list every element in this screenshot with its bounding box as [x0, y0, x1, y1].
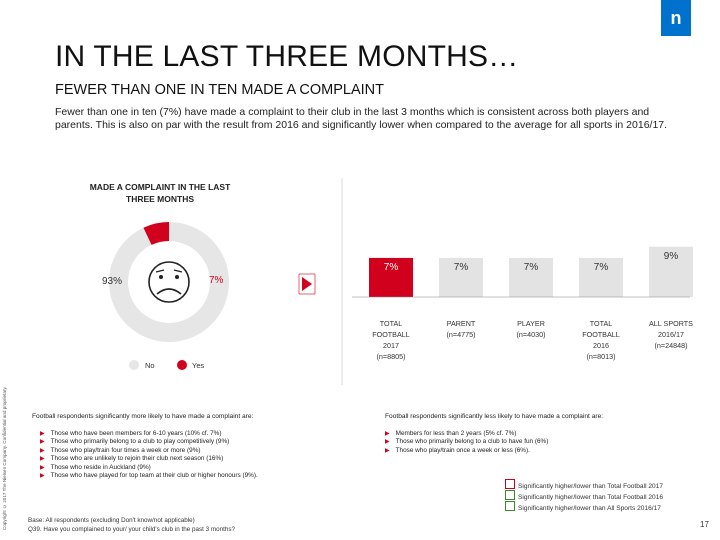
findings-right-item-text: Those who primarily belong to a club to … — [395, 438, 549, 446]
findings-right-heading: Football respondents significantly less … — [385, 413, 604, 420]
bar-value-label-4: 9% — [664, 251, 679, 262]
bar-chart: 7% TOTAL FOOTBALL 2017 (n=8805) 7% PARENT (n=47… — [369, 246, 693, 361]
donut-legend: No Yes — [129, 360, 204, 370]
sig-legend-item-1: Significantly higher/lower than Total Fo… — [505, 479, 663, 490]
donut-slice-yes — [143, 222, 169, 245]
findings-left-heading: Football respondents significantly more … — [32, 413, 254, 420]
donut-chart-title: MADE A COMPLAINT IN THE LAST THREE MONTH… — [89, 182, 231, 204]
bar-category-label-4-2: (n=24848) — [655, 341, 688, 350]
intro-text: Fewer than one in ten (7%) have made a c… — [55, 106, 668, 131]
base-note-line1: Base: All respondents (excluding Don't k… — [28, 517, 195, 524]
bar-category-label-0-3: (n=8805) — [377, 352, 406, 361]
base-note: Base: All respondents (excluding Don't k… — [28, 516, 235, 534]
bar-3 — [579, 257, 623, 297]
findings-left-item-text: Those who reside in Auckland (9%) — [50, 463, 151, 471]
bar-1 — [439, 257, 483, 297]
findings-left-item-text: Those who play/train four times a week o… — [50, 446, 201, 454]
bullet-arrow-icon: ▶ — [40, 431, 45, 437]
bullet-arrow-icon: ▶ — [385, 447, 390, 454]
findings-left-item: ▶ Those who have played for top team at t… — [40, 472, 258, 480]
bar-category-label-2-1: (n=4030) — [517, 330, 546, 339]
bar-value-label-2: 7% — [524, 262, 539, 273]
findings-left-item-text: Those who have been members for 6-10 yea… — [50, 430, 222, 437]
bar-value-label-3: 7% — [594, 262, 609, 273]
bar-value-label-1: 7% — [454, 262, 469, 273]
sig-box-green-icon — [505, 490, 515, 500]
donut-chart — [109, 222, 229, 343]
bullet-arrow-icon: ▶ — [40, 439, 45, 446]
sig-legend-label-2: Significantly higher/lower than Total Fo… — [518, 494, 664, 501]
bar-category-label-3-1: FOOTBALL — [582, 330, 620, 339]
findings-right-item-text: Those who play/train once a week or less… — [395, 446, 530, 454]
donut-slice-no — [109, 222, 229, 343]
legend-swatch-yes — [177, 360, 187, 370]
sad-face-icon — [148, 261, 190, 303]
base-note-line2: Q39. Have you complained to your/ your c… — [28, 526, 236, 533]
bar-category-label-3-0: TOTAL — [590, 319, 613, 328]
sig-legend-item-2: Significantly higher/lower than Total Fo… — [505, 490, 663, 501]
bullet-arrow-icon: ▶ — [40, 447, 45, 454]
findings-left-list: ▶ Those who have been members for 6-10 ye… — [40, 430, 258, 480]
bar-value-label-0: 7% — [384, 262, 399, 273]
bar-category-label-0-0: TOTAL — [380, 319, 403, 328]
pointer-arrow-frame — [298, 273, 316, 295]
bar-category-label-1-1: (n=4775) — [447, 330, 476, 339]
sig-box-red-icon — [505, 479, 515, 489]
donut-yes-value: 7% — [209, 275, 224, 286]
bar-category-label-0-1: FOOTBALL — [372, 330, 410, 339]
bar-category-label-0-2: 2017 — [383, 341, 399, 350]
page-title: IN THE LAST THREE MONTHS… — [55, 40, 519, 73]
findings-right-item: ▶ Those who primarily belong to a club to… — [385, 438, 548, 446]
findings-right-item-text: Members for less than 2 years (5% cf. 7%… — [395, 430, 517, 437]
bar-category-label-1-0: PARENT — [447, 319, 476, 328]
bullet-arrow-icon: ▶ — [40, 456, 45, 463]
bar-category-label-3-3: (n=8013) — [587, 352, 616, 361]
findings-left-item: ▶ Those who reside in Auckland (9%) — [40, 464, 258, 472]
findings-left-item-text: Those who have played for top team at th… — [50, 472, 258, 480]
bar-category-label-4-0: ALL SPORTS — [649, 319, 693, 328]
sig-legend-label-3: Significantly higher/lower than All Spor… — [518, 505, 661, 512]
bullet-arrow-icon: ▶ — [40, 464, 45, 471]
legend-swatch-no — [129, 360, 139, 370]
bar-category-label-3-2: 2016 — [593, 341, 609, 350]
bar-category-label-4-1: 2016/17 — [658, 330, 684, 339]
bar-0 — [369, 257, 413, 297]
sig-legend-item-3: Significantly higher/lower than All Spor… — [505, 501, 661, 512]
page-number: 17 — [700, 520, 709, 529]
legend-label-yes: Yes — [192, 361, 204, 370]
findings-right-list: ▶ Members for less than 2 years (5% cf. 7… — [385, 430, 548, 455]
bar-category-label-2-0: PLAYER — [517, 319, 545, 328]
page-subtitle: FEWER THAN ONE IN TEN MADE A COMPLAINT — [55, 82, 384, 98]
sig-legend-label-1: Significantly higher/lower than Total Fo… — [518, 483, 664, 490]
sig-box-outline-icon — [505, 501, 515, 511]
logo-letter: n — [670, 7, 682, 28]
findings-right-item: ▶ Members for less than 2 years (5% cf. 7… — [385, 430, 548, 438]
bar-2 — [509, 257, 553, 297]
findings-left-item: ▶ Those who play/train four times a week … — [40, 447, 258, 455]
findings-left-item: ▶ Those who primarily belong to a club to… — [40, 438, 258, 446]
bullet-arrow-icon: ▶ — [385, 431, 390, 437]
bar-4 — [649, 246, 693, 297]
findings-right-item: ▶ Those who play/train once a week or les… — [385, 447, 548, 455]
bullet-arrow-icon: ▶ — [385, 439, 390, 446]
findings-left-item: ▶ Those who have been members for 6-10 ye… — [40, 430, 258, 438]
logo: n — [661, 0, 691, 36]
findings-left-item: ▶ Those who are unlikely to rejoin their … — [40, 455, 258, 463]
donut-no-value: 93% — [102, 276, 122, 287]
legend-label-no: No — [145, 361, 155, 370]
findings-left-item-text: Those who primarily belong to a club to … — [50, 438, 230, 446]
findings-left-item-text: Those who are unlikely to rejoin their c… — [50, 455, 224, 463]
pointer-arrow-icon — [302, 277, 312, 291]
bullet-arrow-icon: ▶ — [40, 473, 45, 480]
